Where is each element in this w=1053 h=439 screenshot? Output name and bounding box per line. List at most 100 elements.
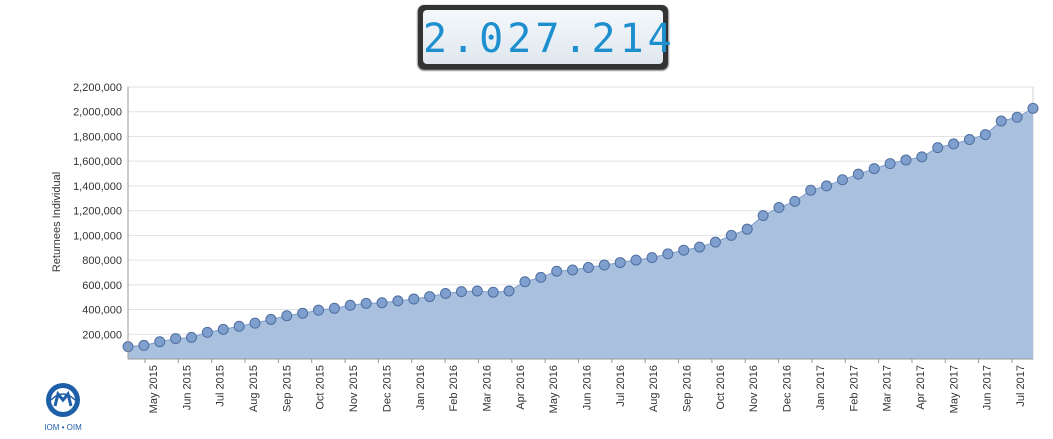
data-point: [328, 302, 340, 314]
data-point: [805, 184, 817, 196]
data-point: [598, 259, 610, 271]
x-tick-label: Dec 2015: [381, 365, 393, 412]
data-point: [360, 297, 372, 309]
x-tick-label: Nov 2015: [348, 365, 360, 412]
x-tick-label: Sep 2016: [682, 365, 694, 412]
data-point: [297, 307, 309, 319]
data-point: [836, 174, 848, 186]
x-tick-label: Apr 2016: [515, 365, 527, 410]
area-fill: [128, 108, 1033, 359]
x-tick-label: Feb 2016: [448, 365, 460, 411]
y-tick-label: 1,600,000: [73, 156, 122, 168]
data-point: [503, 285, 515, 297]
data-point: [868, 163, 880, 175]
x-tick-label: Aug 2016: [648, 365, 660, 412]
data-point: [249, 317, 261, 329]
data-point: [757, 210, 769, 222]
data-point: [281, 310, 293, 322]
x-axis: May 2015 Jun 2015 Jul 2015 Aug 2015 Sep 2015…: [128, 358, 1033, 413]
data-point: [963, 134, 975, 146]
data-point: [424, 291, 436, 303]
data-point: [630, 254, 642, 266]
data-point: [662, 248, 674, 260]
data-point: [709, 236, 721, 248]
y-tick-label: 600,000: [82, 280, 122, 292]
data-point: [376, 297, 388, 309]
returnees-counter: 2.027.214: [418, 5, 676, 69]
counter-value: 2.027.214: [423, 16, 676, 62]
data-point: [138, 339, 150, 351]
data-point: [154, 336, 166, 348]
x-tick-label: Jun 2017: [982, 365, 994, 410]
data-point: [201, 326, 213, 338]
data-point: [455, 286, 467, 298]
data-point: [519, 276, 531, 288]
y-tick-label: 2,200,000: [73, 82, 122, 94]
x-tick-label: Oct 2016: [715, 365, 727, 410]
x-tick-label: Feb 2017: [848, 365, 860, 411]
data-point: [932, 142, 944, 154]
x-tick-label: Aug 2015: [248, 365, 260, 412]
data-point: [773, 202, 785, 214]
y-tick-label: 1,200,000: [73, 206, 122, 218]
y-tick-label: 1,800,000: [73, 131, 122, 143]
x-tick-label: Jul 2017: [1015, 365, 1027, 407]
y-axis-label: Returnees Individual: [51, 172, 63, 272]
x-tick-label: Jan 2016: [415, 365, 427, 410]
data-point: [646, 252, 658, 264]
data-point: [694, 241, 706, 253]
x-tick-label: Oct 2015: [315, 365, 327, 410]
data-point: [995, 115, 1007, 127]
data-point: [170, 333, 182, 345]
data-point: [916, 151, 928, 163]
data-point: [440, 287, 452, 299]
data-point: [1011, 111, 1023, 123]
data-point: [217, 323, 229, 335]
x-tick-label: Jan 2017: [815, 365, 827, 410]
data-point: [821, 180, 833, 192]
x-tick-label: Jun 2016: [582, 365, 594, 410]
x-tick-label: Sep 2015: [281, 365, 293, 412]
x-tick-label: Nov 2016: [748, 365, 760, 412]
series-line: [127, 107, 1034, 348]
y-tick-label: 400,000: [82, 305, 122, 317]
data-point: [789, 195, 801, 207]
y-tick-label: 1,000,000: [73, 230, 122, 242]
data-point: [979, 129, 991, 141]
x-tick-label: May 2016: [548, 365, 560, 413]
x-tick-label: Dec 2016: [782, 365, 794, 412]
iom-logo: IOM • OIM: [38, 378, 88, 438]
x-tick-label: May 2015: [148, 365, 160, 413]
data-point: [535, 271, 547, 283]
data-point: [567, 264, 579, 276]
data-point: [884, 158, 896, 170]
data-point: [265, 313, 277, 325]
x-tick-label: Jun 2015: [181, 365, 193, 410]
x-tick-label: May 2017: [948, 365, 960, 413]
data-point: [852, 168, 864, 180]
data-point: [614, 257, 626, 269]
y-tick-label: 800,000: [82, 255, 122, 267]
x-tick-label: Jul 2015: [215, 365, 227, 407]
data-point: [678, 244, 690, 256]
logo-text: IOM • OIM: [44, 423, 82, 432]
data-point: [1027, 102, 1039, 114]
y-axis: 200,000 400,000 600,000 800,000 1,000,000 1,2…: [73, 82, 129, 359]
data-point: [948, 138, 960, 150]
data-point: [344, 299, 356, 311]
x-tick-label: Mar 2017: [882, 365, 894, 411]
counter-display: 2.027.214: [423, 10, 676, 64]
data-point: [186, 331, 198, 343]
x-tick-label: Apr 2017: [915, 365, 927, 410]
x-tick-label: Mar 2016: [481, 365, 493, 411]
data-point: [725, 229, 737, 241]
y-tick-label: 1,400,000: [73, 181, 122, 193]
globe-icon: [46, 383, 80, 417]
data-point: [582, 262, 594, 274]
data-point: [392, 295, 404, 307]
y-tick-label: 200,000: [82, 329, 122, 341]
data-point: [551, 265, 563, 277]
data-point: [741, 223, 753, 235]
data-point: [471, 285, 483, 297]
